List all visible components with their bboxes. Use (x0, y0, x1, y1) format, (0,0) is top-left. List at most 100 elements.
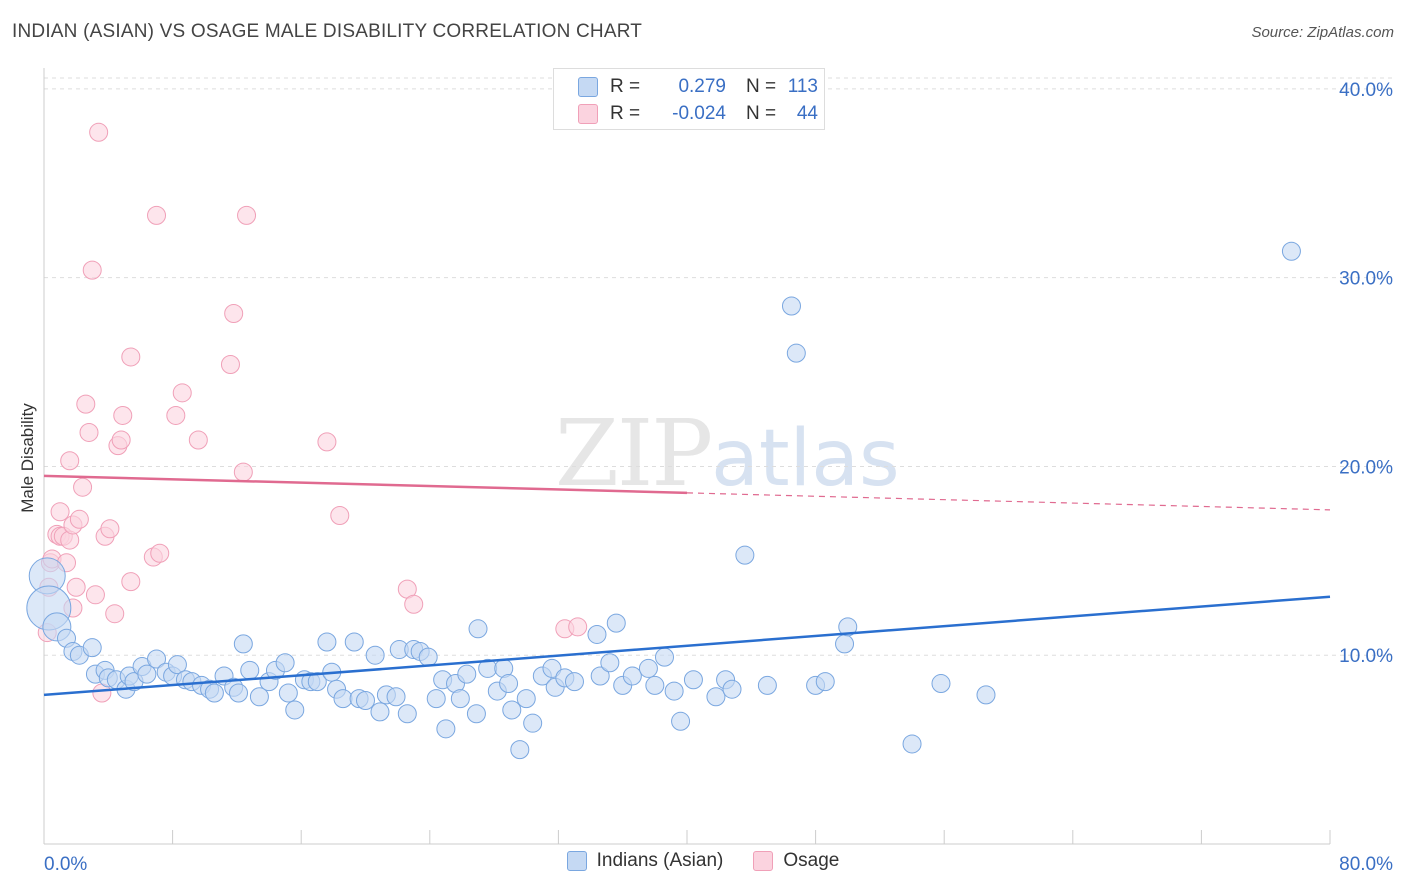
indian-point (516, 689, 536, 709)
indian-point (683, 670, 703, 690)
indian-point (499, 674, 519, 694)
indian-point (167, 655, 187, 675)
indian-point (523, 713, 543, 733)
osage-point (172, 383, 192, 403)
stats-swatch-indian (578, 77, 598, 97)
indian-point (722, 679, 742, 699)
indian-point (82, 638, 102, 658)
indian-point (307, 672, 327, 692)
indian-point (542, 658, 562, 678)
indian-point (240, 660, 260, 680)
indian-point (815, 672, 835, 692)
r-label: R = (610, 103, 641, 124)
legend-swatch-osage (753, 851, 774, 871)
indian-point (249, 687, 269, 707)
osage-point (105, 604, 125, 624)
indian-point (564, 672, 584, 692)
indian-point (365, 645, 385, 665)
tick-labels: 10.0% 20.0% 30.0% 40.0% 0.0% 80.0% (44, 80, 1393, 875)
indian-point (931, 674, 951, 694)
osage-point (330, 506, 350, 526)
indian-point (502, 700, 522, 720)
indian-point (356, 691, 375, 711)
indian-point (386, 687, 406, 707)
osage-point (220, 354, 240, 374)
osage-points (37, 122, 588, 703)
n-label: N = (746, 76, 777, 97)
n-value: 44 (796, 103, 818, 124)
watermark-atlas: atlas (711, 414, 900, 504)
indian-point (426, 689, 446, 709)
osage-point (50, 502, 70, 522)
grid-lines (44, 77, 1392, 656)
indian-point (735, 545, 755, 565)
chart-title: INDIAN (ASIAN) VS OSAGE MALE DISABILITY … (12, 21, 643, 42)
indian-point (606, 613, 626, 633)
series-legend: Indians (Asian) Osage (0, 850, 1406, 872)
n-label: N = (746, 103, 777, 124)
indian-point (147, 649, 167, 669)
osage-point (69, 509, 89, 529)
indian-point (781, 296, 801, 316)
indian-point (278, 683, 298, 703)
osage-point (111, 430, 131, 450)
stats-row-indian: R = 0.279 N = 113 (578, 75, 818, 99)
y-tick-label: 40.0% (1339, 80, 1393, 101)
indian-point (638, 658, 658, 678)
indian-point (229, 683, 249, 703)
indian-point (466, 704, 486, 724)
legend-swatch-indian (566, 851, 587, 871)
indian-point (233, 634, 253, 654)
osage-point (121, 347, 141, 367)
osage-point (404, 594, 424, 614)
legend-item-indian: Indians (Asian) (566, 850, 723, 872)
indian-point (902, 734, 922, 754)
stats-legend: R = 0.279 N = 113 R = -0.024 N = 44 (553, 68, 825, 130)
indian-point (344, 632, 364, 652)
indian-point (706, 687, 726, 707)
indian-point (317, 632, 337, 652)
osage-point (147, 205, 167, 225)
n-value: 113 (787, 76, 818, 97)
indian-point (275, 653, 295, 673)
osage-point (85, 585, 105, 605)
indian-point (645, 675, 665, 695)
osage-point (73, 477, 93, 497)
indian-point (370, 702, 390, 722)
y-axis-label: Male Disability (18, 403, 37, 513)
osage-trend-line-extrapolated (686, 492, 1331, 511)
osage-point (121, 572, 141, 592)
osage-point (568, 617, 588, 637)
indian-point (468, 619, 488, 639)
osage-point (76, 394, 96, 414)
osage-point (150, 543, 170, 563)
trend-lines (43, 474, 1331, 697)
osage-point (82, 260, 102, 280)
y-tick-label: 20.0% (1339, 457, 1393, 478)
indian-point (285, 700, 305, 720)
indian-trend-line (43, 595, 1331, 697)
indian-point (333, 689, 353, 709)
indian-point (976, 685, 996, 705)
indian-point (450, 689, 470, 709)
osage-trend-line (43, 474, 688, 495)
osage-point (60, 451, 80, 471)
indian-point (838, 617, 858, 637)
r-label: R = (610, 76, 641, 97)
source-credit: Source: ZipAtlas.com (1251, 24, 1394, 41)
osage-point (79, 422, 99, 442)
x-tick-label: 80.0% (1339, 854, 1393, 875)
osage-point (188, 430, 208, 450)
y-tick-label: 30.0% (1339, 269, 1393, 290)
indian-point (622, 666, 642, 686)
osage-point (89, 122, 109, 142)
indian-point (397, 704, 417, 724)
indian-point (671, 711, 691, 731)
legend-item-osage: Osage (753, 850, 839, 872)
indian-point (436, 719, 456, 739)
x-tick-label: 0.0% (44, 854, 87, 875)
osage-point (224, 304, 244, 324)
indian-points (26, 241, 1301, 760)
osage-point (66, 577, 86, 597)
